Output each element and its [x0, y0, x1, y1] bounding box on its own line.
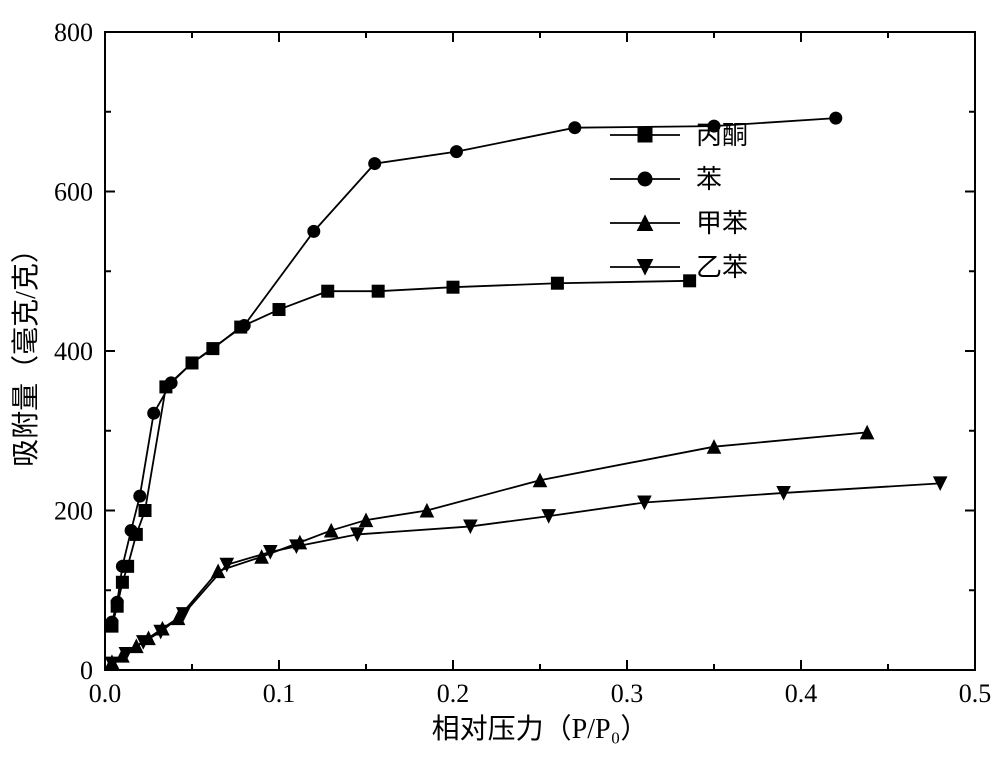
adsorption-chart: 0.0 0.1 0.2 0.3 0.4 0.5 0 200 400 600 800 相对压力（P/P₀…: [0, 0, 1000, 770]
y-tick-label: 0: [80, 656, 93, 685]
y-tick-label: 200: [54, 497, 93, 526]
legend-label-ethylbenzene: 乙苯: [696, 253, 748, 282]
chart-container: 0.0 0.1 0.2 0.3 0.4 0.5 0 200 400 600 800 相对压力（P/P₀…: [0, 0, 1000, 770]
y-tick-label: 600: [54, 178, 93, 207]
x-tick-label: 0.4: [785, 679, 818, 708]
x-tick-label: 0.3: [611, 679, 644, 708]
y-tick-label: 800: [54, 18, 93, 47]
legend-label-benzene: 苯: [696, 165, 722, 194]
x-tick-label: 0.0: [89, 679, 122, 708]
x-tick-label: 0.5: [959, 679, 992, 708]
legend-label-toluene: 甲苯: [696, 209, 748, 238]
legend-label-acetone: 丙酮: [696, 121, 748, 150]
y-axis-label: 吸附量（毫克/克）: [10, 235, 42, 467]
x-tick-label: 0.2: [437, 679, 470, 708]
y-tick-label: 400: [54, 337, 93, 366]
x-tick-label: 0.1: [263, 679, 296, 708]
x-axis-label: 相对压力（P/P₀）: [432, 713, 649, 745]
